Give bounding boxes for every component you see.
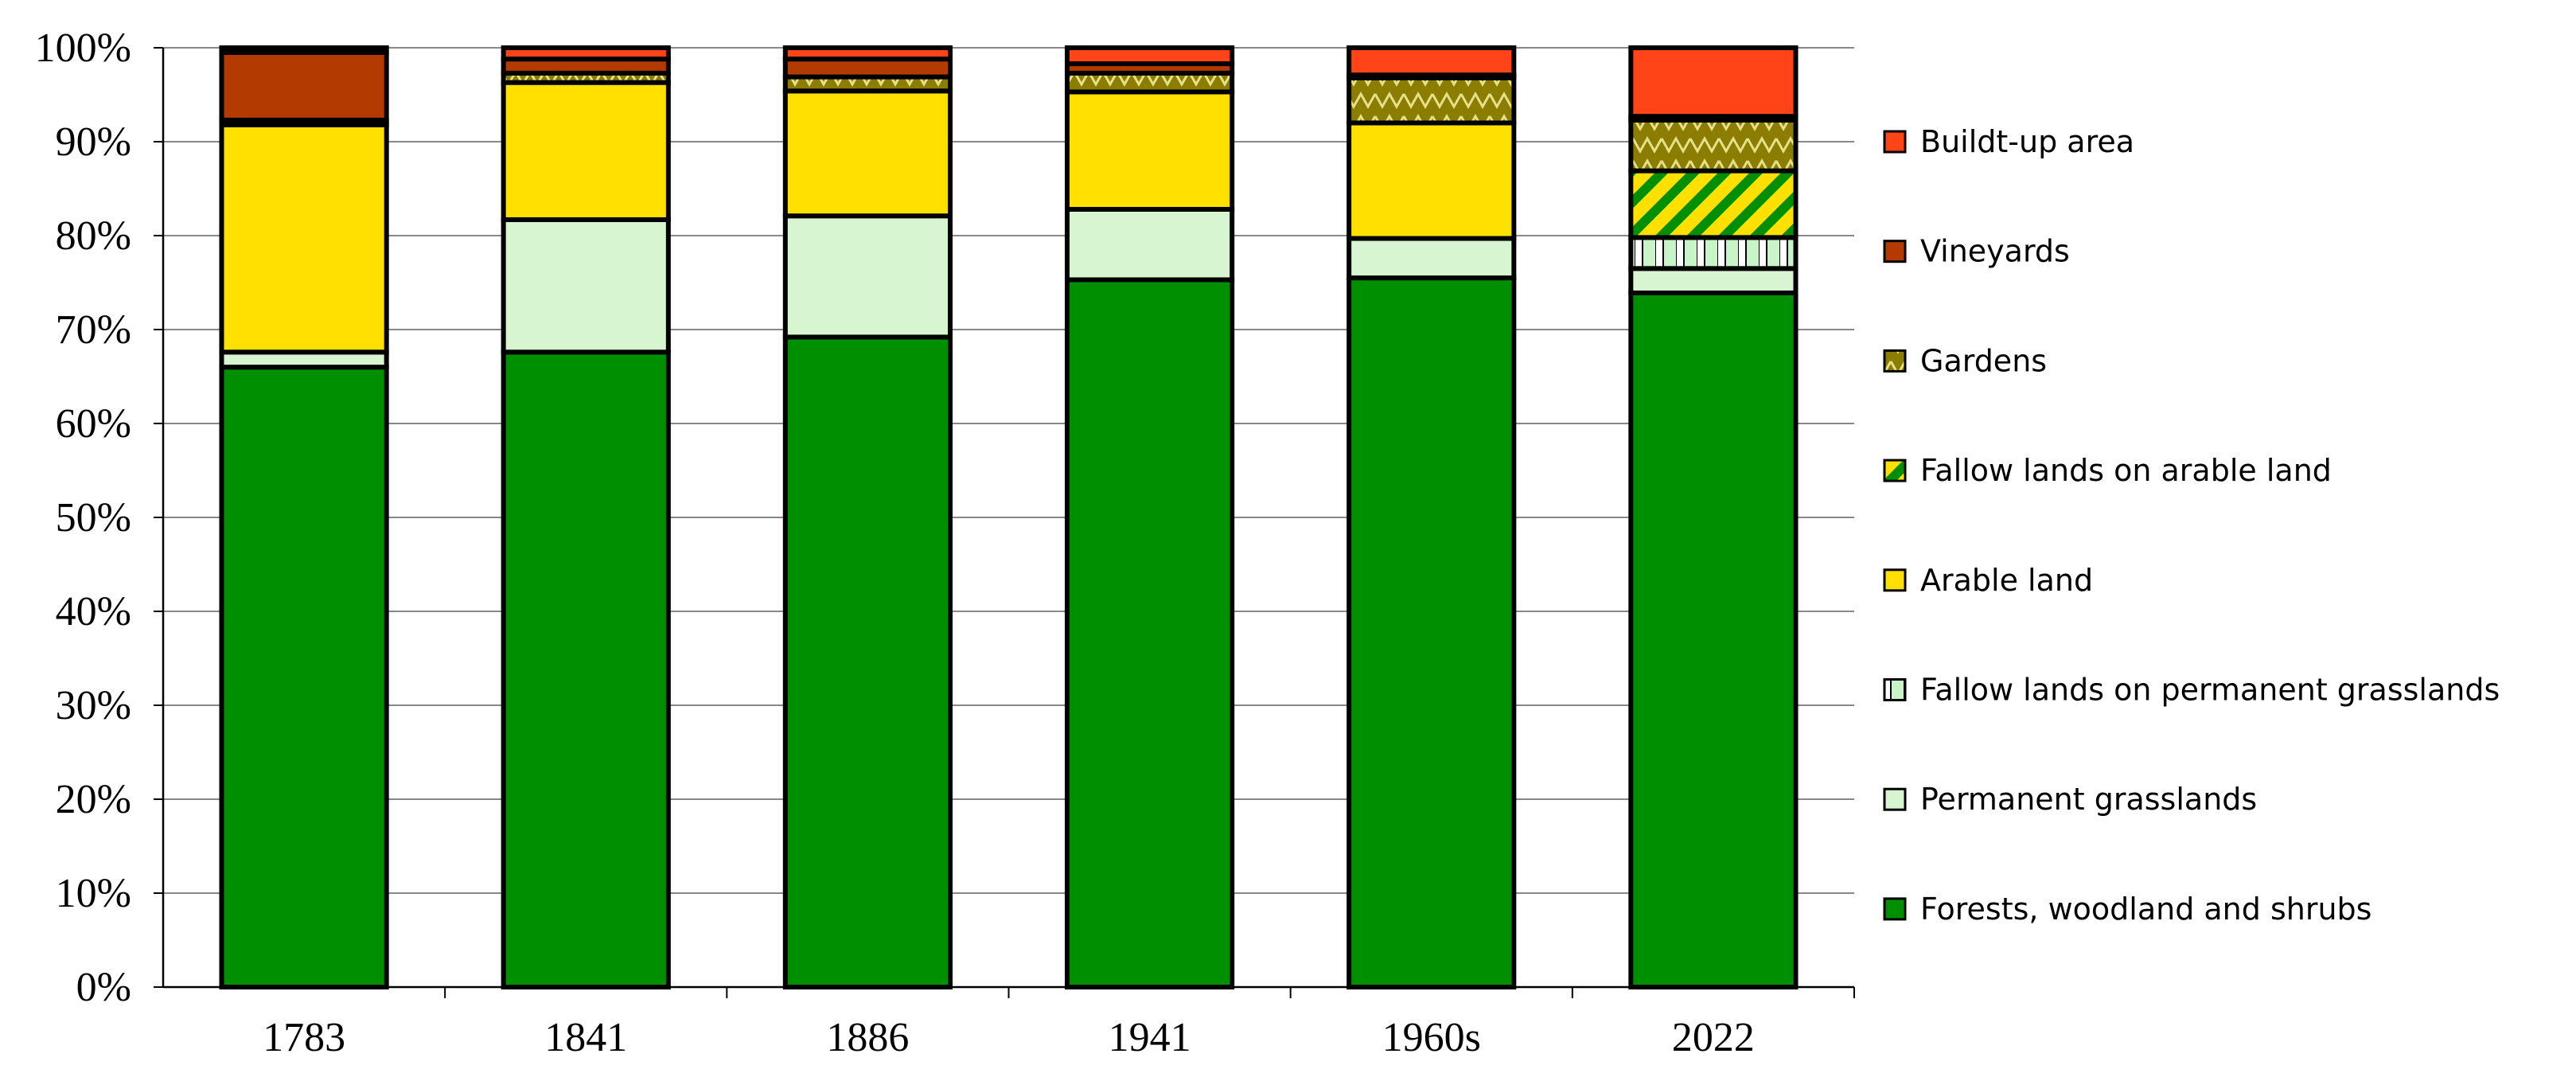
legend-swatch bbox=[1883, 678, 1907, 701]
x-tick-label: 1960s bbox=[1382, 1015, 1481, 1060]
bar-segment bbox=[501, 45, 671, 62]
y-tick-label: 30% bbox=[56, 683, 131, 728]
y-tick-label: 40% bbox=[56, 589, 131, 634]
y-tick-label: 0% bbox=[76, 965, 131, 1010]
x-tick-label: 2022 bbox=[1672, 1015, 1755, 1060]
bar-segment bbox=[1628, 45, 1799, 119]
legend-swatch bbox=[1883, 130, 1907, 154]
bars bbox=[219, 45, 1799, 990]
legend-swatch bbox=[1883, 787, 1907, 811]
legend-label: Gardens bbox=[1920, 343, 2047, 378]
bar-stack-1960s bbox=[1346, 45, 1517, 990]
gridlines bbox=[163, 47, 1854, 894]
bar-segment bbox=[782, 88, 953, 219]
bar-segment bbox=[1064, 70, 1235, 95]
bar-segment bbox=[1346, 120, 1517, 241]
legend-swatch bbox=[1883, 897, 1907, 921]
bar-segment bbox=[1628, 117, 1799, 174]
legend-label: Permanent grasslands bbox=[1920, 782, 2257, 817]
legend-swatch bbox=[1883, 568, 1907, 592]
legend-item: Forests, woodland and shrubs bbox=[1883, 892, 2371, 927]
bar-segment bbox=[1346, 275, 1517, 990]
bar-segment bbox=[1064, 206, 1235, 283]
bar-segment bbox=[1064, 277, 1235, 989]
y-tick-label: 70% bbox=[56, 307, 131, 353]
x-tick-label: 1941 bbox=[1109, 1015, 1191, 1060]
y-tick-label: 20% bbox=[56, 777, 131, 822]
bar-segment bbox=[501, 80, 671, 222]
legend-item: Arable land bbox=[1883, 563, 2093, 598]
x-axis-tick-labels: 1783 1841 1886 1941 1960s 2022 bbox=[263, 987, 1855, 1060]
legend-label: Arable land bbox=[1920, 563, 2093, 598]
bar-stack-1783 bbox=[219, 45, 389, 989]
bar-stack-1886 bbox=[782, 45, 953, 989]
bar-segment bbox=[1064, 45, 1235, 67]
legend-swatch bbox=[1883, 240, 1907, 263]
legend-item: Buildt-up area bbox=[1883, 124, 2134, 159]
bar-stack-1941 bbox=[1064, 45, 1235, 989]
bar-segment bbox=[219, 49, 389, 123]
legend-item: Gardens bbox=[1883, 343, 2047, 378]
bar-stack-1841 bbox=[501, 45, 671, 989]
legend-item: Vineyards bbox=[1883, 234, 2070, 269]
bar-segment bbox=[1628, 168, 1799, 240]
legend-swatch bbox=[1883, 459, 1907, 482]
bar-segment bbox=[1346, 45, 1517, 78]
bar-segment bbox=[782, 334, 953, 989]
y-tick-label: 90% bbox=[56, 119, 131, 165]
bar-segment bbox=[219, 45, 389, 55]
y-tick-label: 50% bbox=[56, 495, 131, 540]
bar-segment bbox=[782, 45, 953, 62]
bar-segment bbox=[1346, 236, 1517, 281]
legend-label: Forests, woodland and shrubs bbox=[1920, 892, 2371, 927]
x-tick-label: 1886 bbox=[826, 1015, 909, 1060]
y-tick-label: 60% bbox=[56, 401, 131, 447]
bar-segment bbox=[782, 213, 953, 340]
bar-segment bbox=[219, 365, 389, 989]
bar-segment bbox=[1628, 266, 1799, 295]
bar-stack-2022 bbox=[1628, 45, 1799, 990]
bar-segment bbox=[219, 122, 389, 355]
legend-item: Fallow lands on arable land bbox=[1883, 453, 2332, 488]
legend: Buildt-up area Vineyards Gardens Fallow lan… bbox=[1883, 124, 2500, 927]
legend-item: Fallow lands on permanent grasslands bbox=[1883, 673, 2500, 708]
bar-segment bbox=[1628, 290, 1799, 990]
legend-label: Fallow lands on permanent grasslands bbox=[1920, 673, 2500, 708]
bar-segment bbox=[501, 217, 671, 355]
bar-segment bbox=[501, 349, 671, 989]
y-tick-label: 10% bbox=[56, 871, 131, 916]
legend-label: Buildt-up area bbox=[1920, 124, 2134, 159]
y-tick-label: 80% bbox=[56, 213, 131, 259]
legend-swatch bbox=[1883, 349, 1907, 373]
bar-segment bbox=[1628, 235, 1799, 271]
bar-segment bbox=[1346, 75, 1517, 126]
bar-segment bbox=[1064, 89, 1235, 212]
legend-label: Vineyards bbox=[1920, 234, 2070, 269]
legend-label: Fallow lands on arable land bbox=[1920, 453, 2332, 488]
y-axis-tick-labels: 0% 10% 20% 30% 40% 50% 60% 70% 80% 90% 100% bbox=[35, 25, 163, 1010]
legend-item: Permanent grasslands bbox=[1883, 782, 2257, 817]
y-tick-label: 100% bbox=[35, 25, 131, 71]
x-tick-label: 1783 bbox=[263, 1015, 345, 1060]
bar-segment bbox=[782, 57, 953, 80]
x-tick-label: 1841 bbox=[544, 1015, 627, 1060]
